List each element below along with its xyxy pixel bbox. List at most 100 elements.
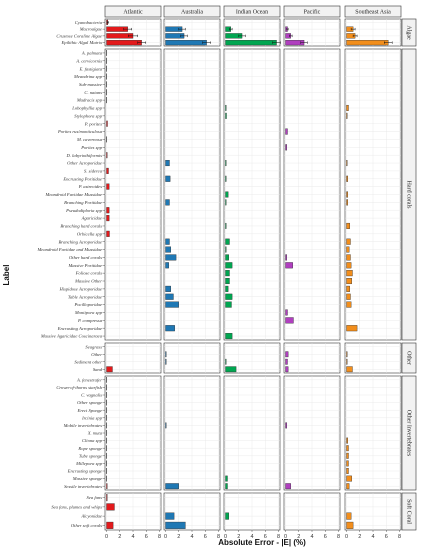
bar (165, 422, 167, 429)
bar (106, 494, 108, 502)
bar (165, 262, 169, 269)
category-label: Other Acroporidae (67, 161, 102, 166)
category-label: Crustose Coraline Algae (56, 33, 102, 38)
bar (346, 175, 349, 182)
category-label: Rope sponge (77, 446, 102, 451)
category-label: Lobophyllia spp (71, 106, 102, 111)
bar (165, 483, 179, 490)
bar (165, 301, 179, 308)
bar (346, 325, 358, 332)
bar (346, 483, 350, 490)
group-strip (401, 342, 417, 374)
bar (225, 285, 229, 292)
bar (106, 120, 108, 127)
category-label: Meandrina spp (73, 74, 103, 79)
region-strip-label: Australia (181, 10, 203, 16)
bar (165, 238, 170, 245)
x-tick-label: 6 (385, 534, 388, 540)
region-strip (163, 5, 221, 18)
category-label: D. labyrinthiformis (66, 153, 103, 158)
category-label: Cyanobacteria (75, 20, 103, 25)
category-label: P. porites (84, 121, 102, 126)
category-label: M. cavernosa (76, 137, 103, 142)
bar (106, 366, 113, 373)
category-label: Pseudodiploria spp (65, 208, 103, 213)
category-label: Madracis spp (76, 98, 103, 103)
category-label: Porites rus/monticulosa (57, 129, 103, 134)
region-strip-label: Atlantic (123, 10, 143, 16)
region-strip-label: Pacific (304, 9, 321, 16)
category-label: Encrusting Acroporidae (57, 326, 102, 331)
bar (346, 468, 349, 474)
category-label: Stylophora spp (74, 113, 102, 118)
x-tick-label: 4 (190, 534, 193, 540)
region-strip (223, 5, 281, 18)
bar (165, 325, 175, 332)
bar (346, 40, 389, 46)
x-tick-label: 0 (284, 534, 287, 540)
x-tick-label: 8 (398, 534, 401, 540)
category-label: Millepora spp (75, 461, 103, 466)
bar (346, 437, 349, 444)
bar (106, 521, 114, 529)
bar (346, 475, 352, 482)
group-strip-label: Soft Coral (406, 499, 413, 524)
category-label: Massive Poritidae (67, 263, 102, 268)
category-label: Tube sponge (79, 453, 102, 458)
bar (225, 191, 229, 198)
bar (165, 254, 177, 261)
category-label: Sand (93, 367, 103, 372)
category-label: A. palmata (81, 51, 103, 56)
x-tick-label: 4 (310, 534, 313, 540)
y-axis-title: Label (2, 265, 11, 286)
bar (285, 422, 288, 429)
bar (106, 483, 108, 490)
bar (285, 144, 288, 151)
group-strip-label: Other (406, 351, 412, 365)
bar (346, 246, 350, 253)
x-tick-label: 8 (158, 534, 161, 540)
category-label: Alcyonidae (80, 514, 102, 519)
bar (346, 512, 352, 520)
bar (165, 160, 170, 167)
bar (225, 238, 230, 245)
x-axis-title: Absolute Error - |E| (%) (218, 538, 306, 547)
group-strip (401, 492, 417, 531)
bar (346, 112, 348, 119)
bar (285, 317, 294, 324)
category-label: Pocilloporidae (73, 302, 102, 307)
category-label: Other (91, 352, 102, 357)
bar (225, 199, 227, 206)
category-label: A. fenestrafer (76, 377, 102, 382)
bar (225, 175, 227, 182)
bar (165, 199, 170, 206)
category-label: Other soft corals (71, 523, 102, 528)
category-label: Branching Acroporidae (58, 239, 102, 244)
bar (225, 475, 228, 482)
bar (165, 293, 174, 300)
category-label: Massive Other (74, 279, 102, 284)
category-label: Branching Poritidae (64, 200, 102, 205)
bar (346, 445, 349, 452)
category-label: Meandroid Faviidae and Mussidae (36, 247, 102, 252)
category-label: Sediment other (74, 359, 102, 364)
bar (106, 152, 108, 159)
bar (225, 40, 277, 46)
bar (225, 358, 227, 365)
x-tick-label: 8 (217, 534, 220, 540)
bar (346, 521, 354, 529)
group-strip-label: Hard corals (406, 181, 412, 209)
x-tick-label: 2 (297, 534, 300, 540)
category-label: Sea fans, plumes and whips (51, 504, 102, 510)
category-label: Foliose corals (75, 271, 103, 276)
bar (165, 285, 171, 292)
category-label: Seagrass (85, 344, 102, 349)
bar (346, 278, 352, 285)
category-label: Montipora spp (74, 310, 103, 315)
category-label: Other sponge (77, 400, 102, 405)
bar (225, 246, 227, 253)
bar (225, 278, 230, 285)
bar (285, 309, 288, 316)
bar (346, 293, 351, 300)
